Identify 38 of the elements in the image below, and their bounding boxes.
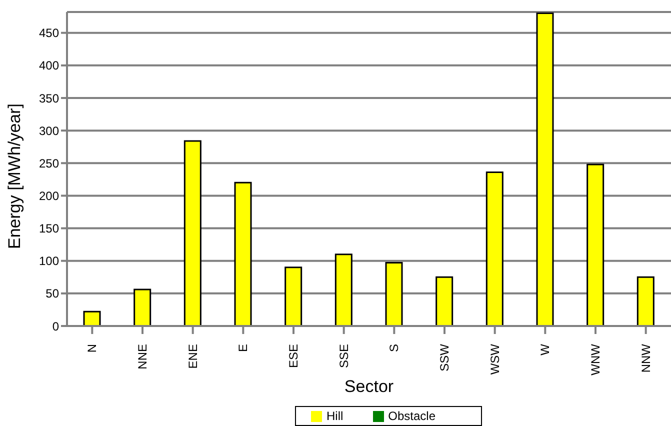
x-tick-label: W — [538, 343, 552, 356]
y-tick-label: 150 — [38, 222, 60, 236]
y-tick-label: 250 — [38, 156, 60, 170]
legend-label: Obstacle — [388, 409, 436, 423]
y-tick-label: 0 — [52, 319, 60, 334]
bar — [436, 276, 454, 326]
bar — [83, 310, 101, 326]
x-tick-label: WSW — [488, 343, 502, 375]
x-tick-label: S — [387, 344, 402, 352]
bar — [486, 172, 504, 326]
x-tick-label: SSE — [336, 344, 351, 368]
bar — [284, 266, 302, 326]
y-tick-label: 100 — [38, 254, 60, 268]
x-tick-label: WNW — [588, 343, 602, 376]
x-tick-label: NNE — [136, 344, 150, 370]
y-tick-label: 200 — [38, 188, 60, 203]
x-tick-label: SSW — [438, 343, 452, 372]
x-axis-title: Sector — [344, 377, 394, 396]
y-tick-label: 400 — [38, 58, 60, 73]
legend-label: Hill — [326, 409, 344, 423]
x-tick-label: ENE — [186, 344, 200, 369]
bar — [586, 164, 604, 326]
bar — [536, 12, 554, 326]
bar — [385, 262, 403, 326]
bar — [234, 182, 252, 326]
x-tick-label: N — [85, 344, 100, 353]
bar — [134, 288, 152, 326]
y-tick-label: 300 — [38, 124, 60, 138]
x-tick-label: ESE — [286, 344, 300, 368]
bar — [184, 140, 202, 326]
x-tick-label: NNW — [638, 343, 653, 373]
y-tick-label: 450 — [38, 26, 60, 40]
y-axis-title: Energy [MWh/year] — [5, 104, 24, 249]
bar — [636, 276, 654, 326]
x-tick-label: E — [236, 344, 250, 352]
y-tick-label: 350 — [38, 91, 60, 106]
y-tick-label: 50 — [46, 286, 60, 301]
bar — [334, 254, 352, 326]
